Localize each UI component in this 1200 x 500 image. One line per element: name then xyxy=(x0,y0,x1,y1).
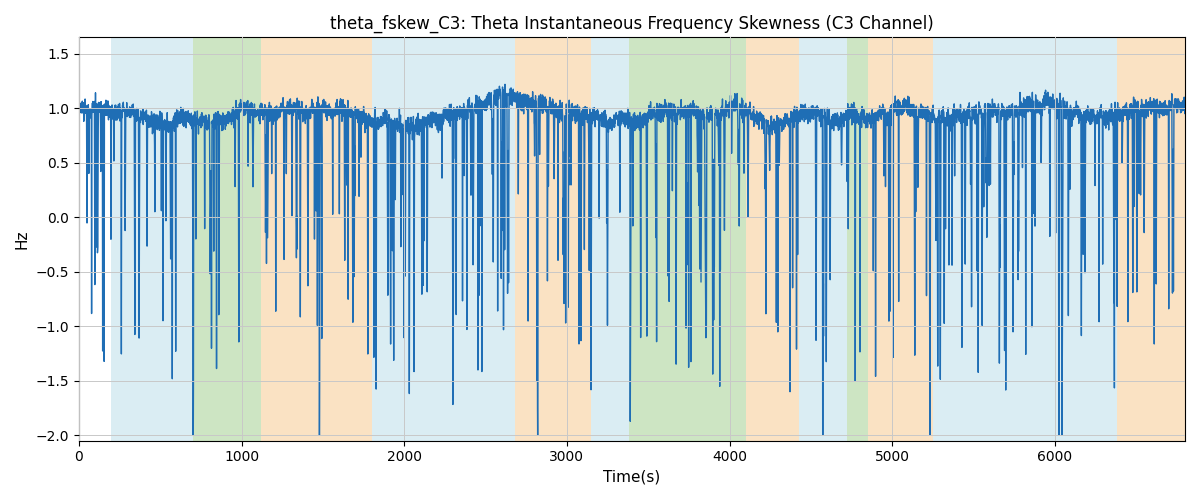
X-axis label: Time(s): Time(s) xyxy=(604,470,660,485)
Bar xyxy=(262,38,372,440)
Bar xyxy=(932,38,1117,440)
Bar xyxy=(1117,38,1184,440)
Y-axis label: Hz: Hz xyxy=(14,230,30,249)
Bar xyxy=(515,38,592,440)
Bar xyxy=(799,38,847,440)
Bar xyxy=(629,38,746,440)
Bar xyxy=(112,38,193,440)
Bar xyxy=(592,38,629,440)
Bar xyxy=(746,38,799,440)
Bar xyxy=(193,38,262,440)
Title: theta_fskew_C3: Theta Instantaneous Frequency Skewness (C3 Channel): theta_fskew_C3: Theta Instantaneous Freq… xyxy=(330,15,934,34)
Bar xyxy=(372,38,515,440)
Bar xyxy=(868,38,932,440)
Bar xyxy=(847,38,868,440)
